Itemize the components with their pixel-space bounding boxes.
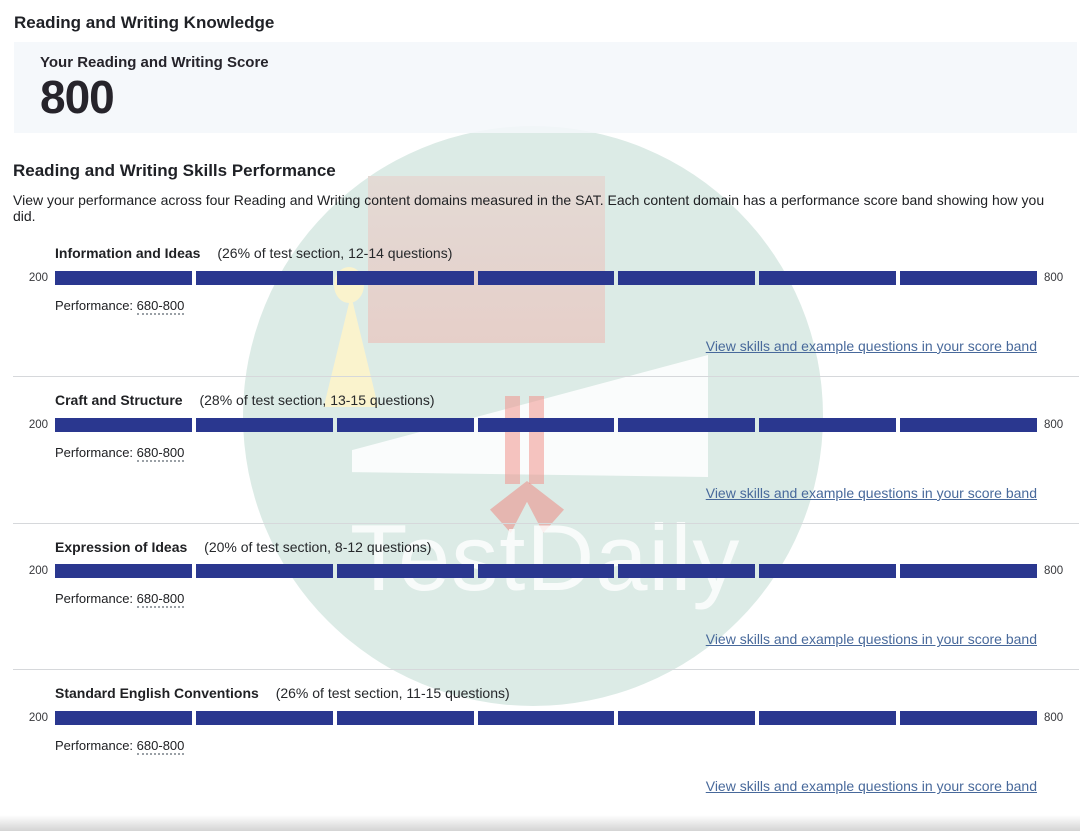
score-band-segment [618,270,756,285]
score-band-segment [477,711,615,726]
performance-row: Performance: 680-800 [55,444,1079,462]
score-band-bar [55,711,1038,726]
domain-name: Expression of Ideas [55,538,188,555]
bottom-shadow-gradient [0,815,1080,831]
score-band-bar [55,270,1038,285]
domain-title-row: Information and Ideas (26% of test secti… [55,244,1079,263]
domain-sections: Information and Ideas (26% of test secti… [0,230,1080,816]
score-band-bar [55,417,1038,432]
view-skills-link[interactable]: View skills and example questions in you… [705,778,1037,795]
view-skills-link[interactable]: View skills and example questions in you… [705,484,1037,501]
view-skills-link[interactable]: View skills and example questions in you… [705,337,1037,354]
link-row: View skills and example questions in you… [13,777,1079,796]
scale-min-label: 200 [28,565,48,578]
page-title: Reading and Writing Knowledge [14,13,275,32]
performance-label: Performance: [55,444,134,460]
score-band-row: 200 800 [13,564,1079,579]
scale-max-label: 800 [1044,565,1064,578]
score-band-bar [55,564,1038,579]
domain-name: Standard English Conventions [55,685,259,702]
score-band-segment [618,711,756,726]
performance-band-value[interactable]: 680-800 [136,591,185,609]
score-band-segment [336,270,474,285]
score-band-segment [336,417,474,432]
performance-label: Performance: [55,591,134,607]
score-band-segment [336,711,474,726]
link-row: View skills and example questions in you… [13,484,1079,503]
domain-detail: (26% of test section, 11-15 questions) [275,685,510,702]
score-band-segment [759,711,897,726]
scale-min-label: 200 [28,271,48,284]
skills-performance-heading: Reading and Writing Skills Performance [13,161,336,181]
score-band-segment [336,564,474,579]
scale-max-label: 800 [1044,271,1064,284]
score-band-segment [195,417,333,432]
score-band-segment [55,270,192,285]
score-band-segment [759,417,897,432]
scale-max-label: 800 [1044,418,1064,431]
domain-detail: (26% of test section, 12-14 questions) [217,244,453,261]
domain-detail: (20% of test section, 8-12 questions) [204,538,432,555]
score-band-segment [618,564,756,579]
score-band-segment [55,711,192,726]
score-card: Your Reading and Writing Score 800 [14,42,1077,134]
domain-section-information-and-ideas: Information and Ideas (26% of test secti… [13,230,1079,377]
link-row: View skills and example questions in you… [13,630,1079,649]
domain-detail: (28% of test section, 13-15 questions) [199,391,435,408]
performance-band-value[interactable]: 680-800 [136,297,185,315]
score-band-segment [195,564,333,579]
score-band-segment [195,270,333,285]
score-band-segment [900,417,1038,432]
score-band-segment [477,270,615,285]
score-band-segment [55,564,192,579]
domain-name: Craft and Structure [55,391,183,408]
score-band-segment [759,564,897,579]
performance-row: Performance: 680-800 [55,591,1079,609]
score-band-segment [477,417,615,432]
score-band-row: 200 800 [13,417,1079,432]
performance-label: Performance: [55,738,134,754]
performance-band-value[interactable]: 680-800 [136,444,185,462]
score-band-segment [55,417,192,432]
domain-section-craft-and-structure: Craft and Structure (28% of test section… [13,377,1079,524]
domain-title-row: Standard English Conventions (26% of tes… [55,684,1079,703]
domain-name: Information and Ideas [55,244,201,261]
view-skills-link[interactable]: View skills and example questions in you… [705,631,1037,648]
link-row: View skills and example questions in you… [13,337,1079,356]
score-band-segment [900,270,1038,285]
performance-band-value[interactable]: 680-800 [136,738,185,756]
score-band-segment [618,417,756,432]
domain-title-row: Expression of Ideas (20% of test section… [55,538,1079,557]
score-band-segment [759,270,897,285]
domain-title-row: Craft and Structure (28% of test section… [55,391,1079,410]
scale-min-label: 200 [28,418,48,431]
skills-performance-description: View your performance across four Readin… [13,191,1045,224]
score-band-segment [477,564,615,579]
score-card-label: Your Reading and Writing Score [40,54,269,72]
performance-row: Performance: 680-800 [55,738,1079,756]
score-band-segment [900,564,1038,579]
score-band-segment [900,711,1038,726]
score-band-row: 200 800 [13,270,1079,285]
scale-max-label: 800 [1044,712,1064,725]
performance-row: Performance: 680-800 [55,297,1079,315]
score-band-segment [195,711,333,726]
domain-section-standard-english-conventions: Standard English Conventions (26% of tes… [13,670,1079,816]
scale-min-label: 200 [28,712,48,725]
score-band-row: 200 800 [13,711,1079,726]
domain-section-expression-of-ideas: Expression of Ideas (20% of test section… [13,524,1079,671]
score-value: 800 [40,71,115,124]
performance-label: Performance: [55,297,134,313]
